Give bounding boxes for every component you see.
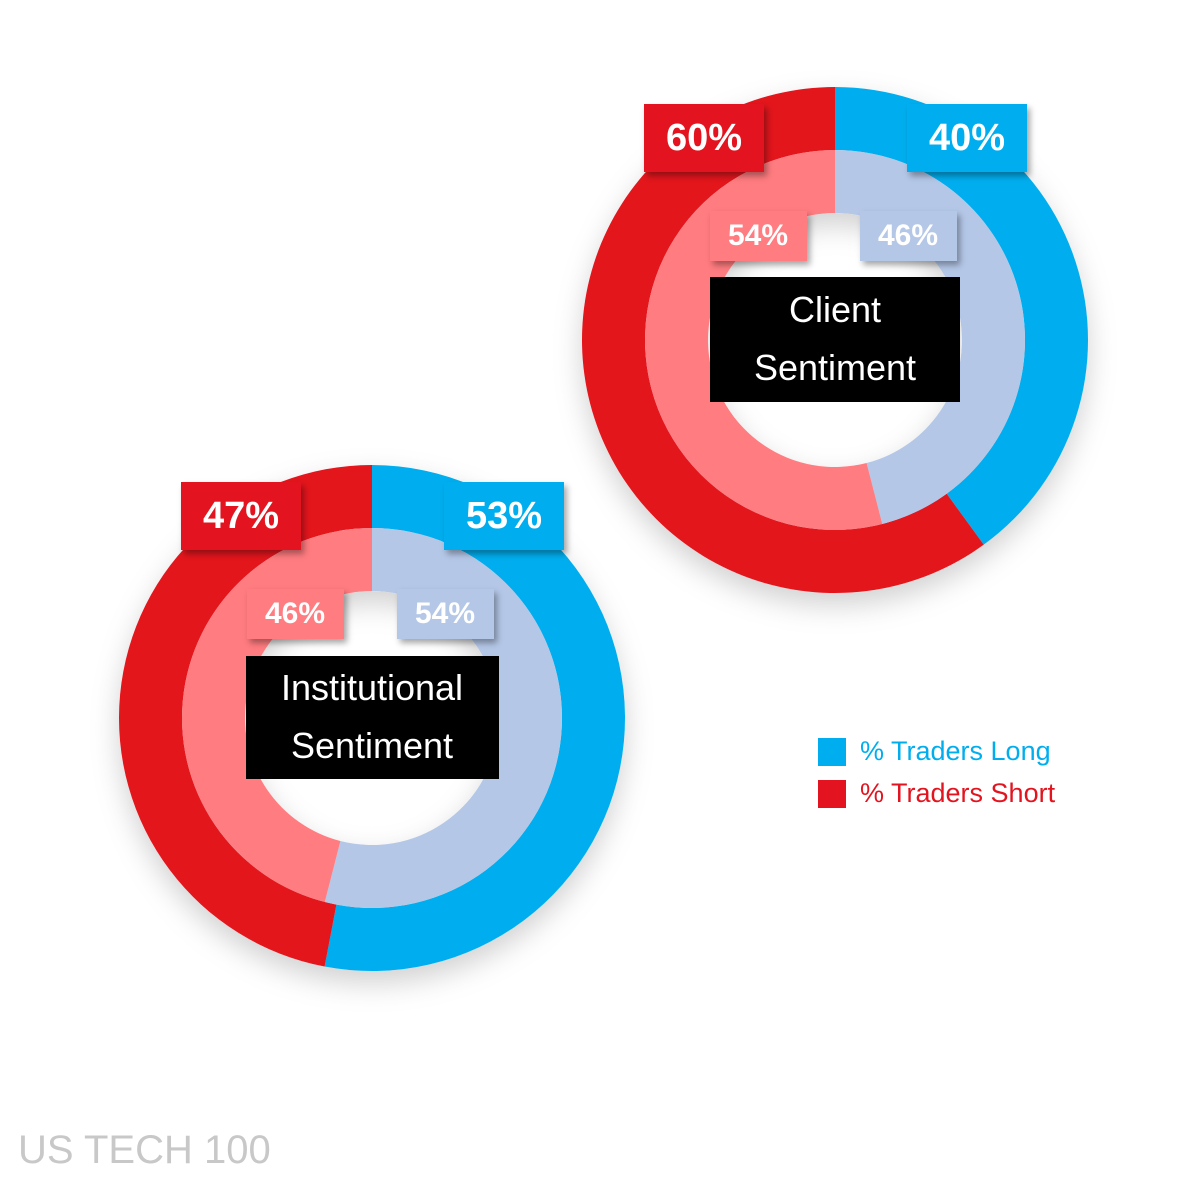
center-title: Client Sentiment: [710, 276, 960, 402]
donut: [581, 87, 1088, 593]
outer-value-label: 40%: [907, 104, 1027, 172]
outer-segment: [581, 87, 984, 593]
inner-value-label: 46%: [859, 211, 957, 261]
legend-swatch: [818, 779, 846, 808]
legend-entry: % Traders Short: [818, 778, 1055, 809]
legend-label: % Traders Short: [860, 778, 1056, 808]
legend-label: % Traders Long: [860, 736, 1051, 766]
inner-value-label: 54%: [709, 211, 807, 261]
legend-entry: % Traders Long: [818, 736, 1051, 767]
inner-value-label: 46%: [246, 589, 344, 639]
outer-segment: [835, 87, 1088, 545]
outer-segment: [324, 465, 625, 971]
inner-value-label: 54%: [396, 589, 494, 639]
inner-segment: [324, 528, 562, 908]
footer: US TECH 100: [18, 1128, 271, 1172]
inner-segment: [835, 150, 1026, 525]
outer-value-label: 53%: [444, 482, 564, 550]
inner-segment: [181, 528, 372, 903]
outer-value-label: 47%: [181, 482, 301, 550]
outer-value-label: 60%: [644, 104, 764, 172]
center-title: Institutional Sentiment: [245, 655, 499, 779]
donut: [118, 465, 625, 971]
outer-segment: [118, 465, 373, 967]
legend-swatch: [818, 737, 846, 766]
inner-segment: [645, 150, 883, 530]
